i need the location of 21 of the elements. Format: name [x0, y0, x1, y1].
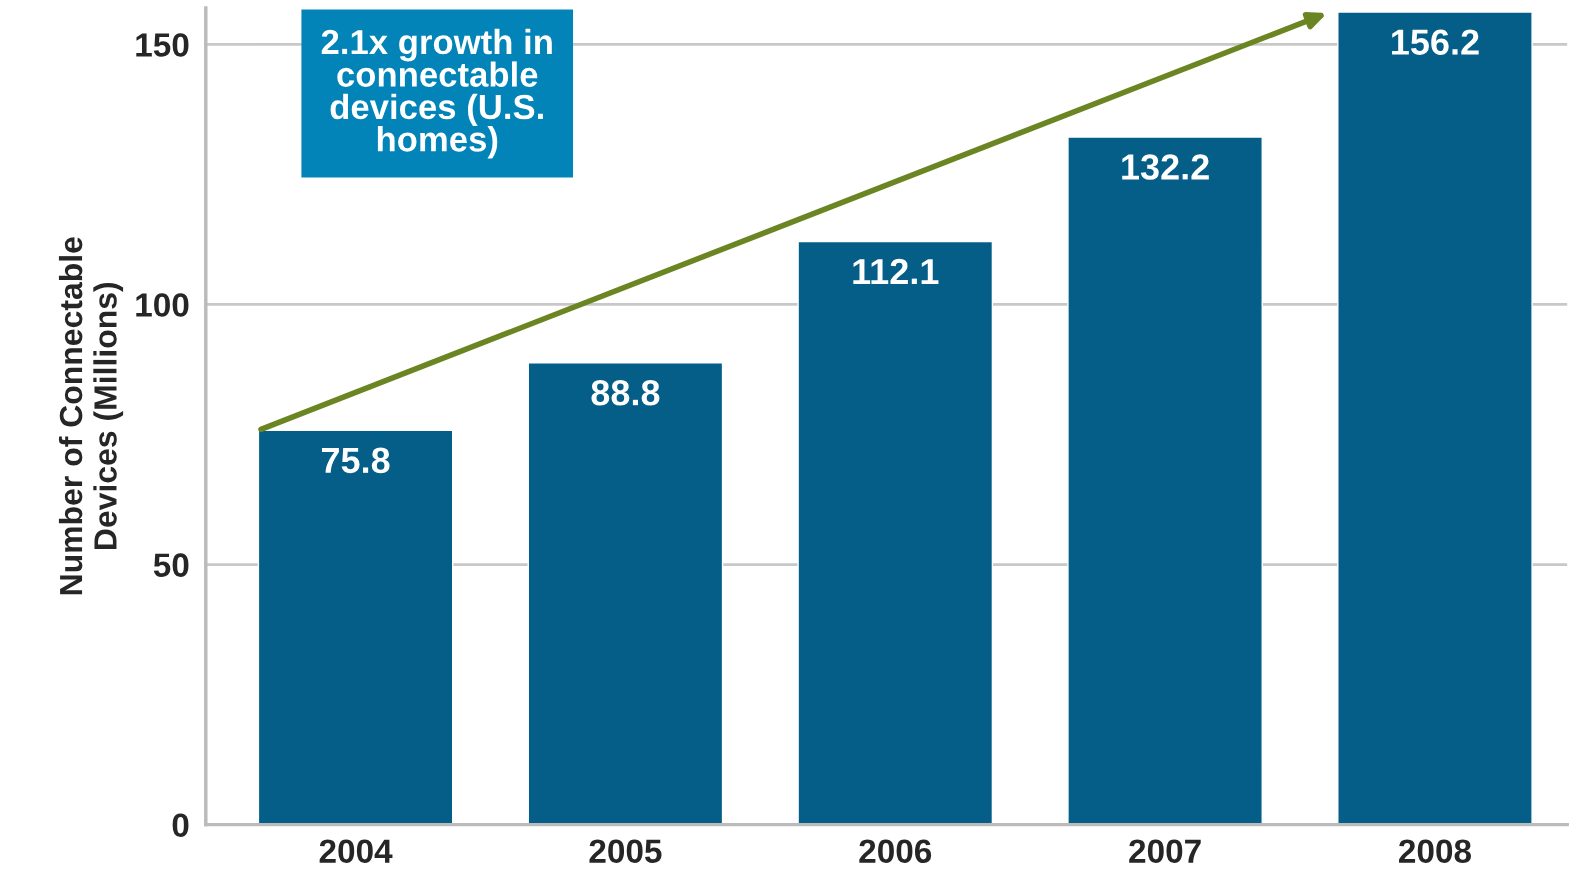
y-tick-label: 150: [136, 33, 189, 57]
bar: [1067, 136, 1263, 825]
bar: [257, 429, 454, 825]
data-label: 112.1: [853, 258, 939, 284]
x-tick-label: 2005: [589, 839, 662, 863]
annotation: 2.1x growth in connectable devices (U.S. homes): [321, 28, 552, 159]
bar: [1337, 11, 1533, 825]
data-label: 75.8: [321, 447, 390, 474]
x-tick-label: 2007: [1129, 839, 1201, 863]
x-tick-label: 2008: [1399, 839, 1471, 863]
y-tick-label: 0: [172, 813, 189, 838]
bar: [797, 240, 994, 825]
data-label: 132.2: [1122, 154, 1209, 180]
y-tick-label: 100: [136, 293, 189, 317]
data-label: 156.2: [1392, 29, 1479, 55]
y-tick-label: 50: [153, 553, 189, 577]
x-tick-label: 2004: [319, 839, 393, 863]
data-label: 88.8: [591, 379, 660, 406]
y-axis-title: Number of Connectable Devices (Millions): [58, 237, 124, 595]
bar: [527, 361, 724, 825]
x-tick-label: 2006: [859, 839, 932, 863]
